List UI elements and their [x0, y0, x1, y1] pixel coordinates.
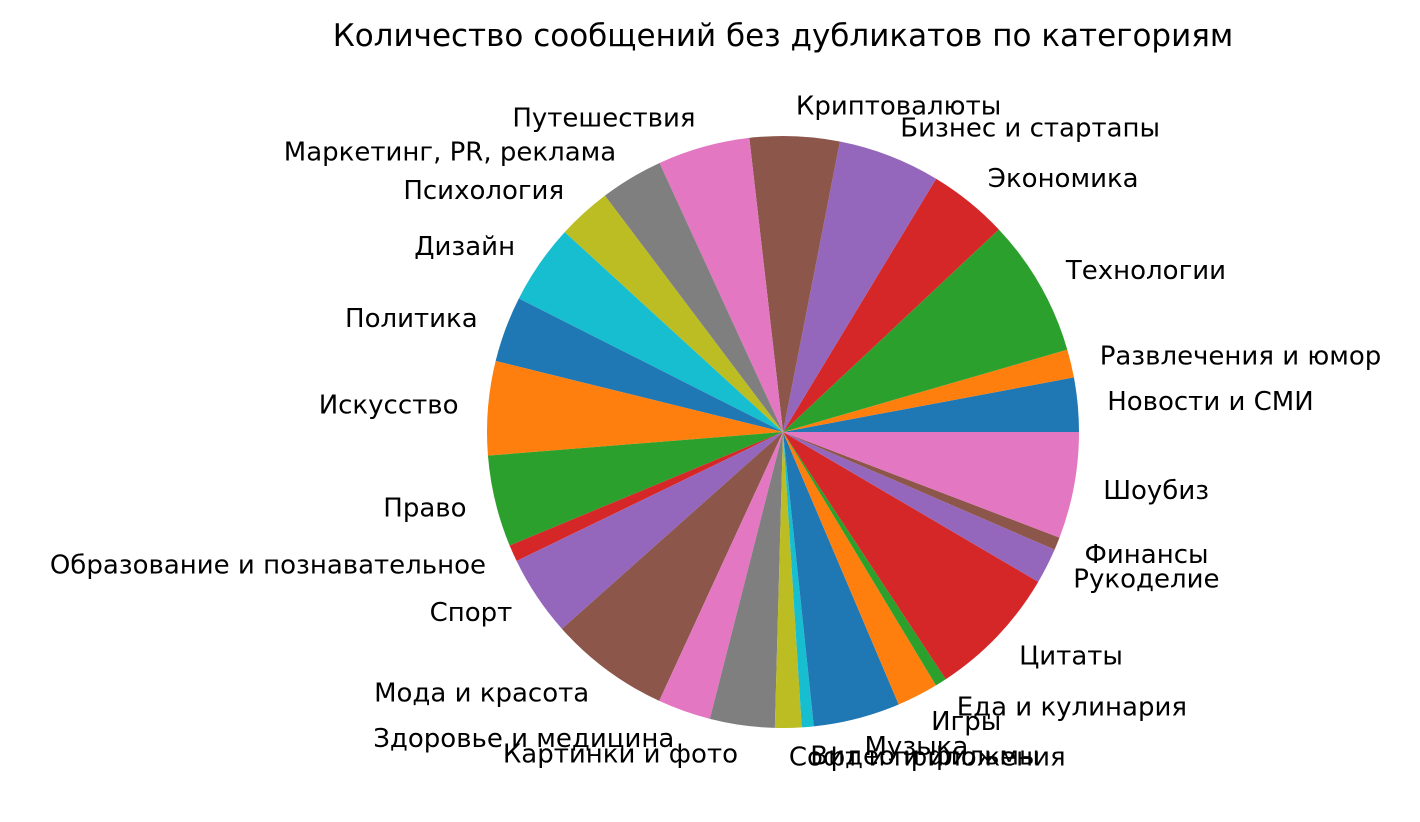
- pie-slice-мода-и-красота: [561, 432, 783, 701]
- pie-slice-видео-и-фильмы: [783, 432, 814, 728]
- pie-slice-новости-и-сми: [783, 377, 1079, 432]
- slice-label-цитаты: Цитаты: [1019, 641, 1123, 671]
- pie-slice-картинки-и-фото: [709, 432, 783, 728]
- pie-slice-музыка: [783, 432, 899, 727]
- pie-slice-спорт: [516, 432, 783, 629]
- slice-label-криптовалюты: Криптовалюты: [796, 92, 1001, 122]
- pie-slice-путешествия: [659, 137, 783, 432]
- pie-slice-маркетинг-pr-реклама: [604, 162, 783, 432]
- slice-label-маркетинг-pr-реклама: Маркетинг, PR, реклама: [284, 137, 616, 167]
- pie-labels: Новости и СМИ Развлечения и юмор Технологи…: [50, 92, 1381, 773]
- pie-slice-шоубиз: [783, 432, 1079, 538]
- slice-label-право: Право: [383, 493, 466, 523]
- pie-slice-игры: [783, 432, 936, 705]
- pie-slice-психология: [564, 195, 783, 432]
- slice-label-бизнес-и-стартапы: Бизнес и стартапы: [900, 113, 1160, 143]
- slice-label-видео-и-фильмы: Видео и фильмы: [810, 742, 1039, 772]
- pie-slice-искусство: [487, 360, 783, 456]
- slice-label-рукоделие: Рукоделие: [1073, 564, 1219, 594]
- pie-slice-политика: [495, 298, 783, 432]
- pie-slice-технологии: [783, 229, 1068, 432]
- slice-label-игры: Игры: [931, 707, 1001, 737]
- slice-label-экономика: Экономика: [988, 164, 1139, 194]
- pie-slice-финансы: [783, 432, 1060, 550]
- slice-label-спорт: Спорт: [430, 598, 513, 628]
- pie-slice-образование-и-познавательное: [509, 432, 783, 562]
- pie-slice-дизайн: [518, 232, 783, 432]
- slice-label-картинки-и-фото: Картинки и фото: [503, 740, 738, 770]
- slice-label-дизайн: Дизайн: [414, 232, 515, 262]
- pie-slices: [487, 136, 1079, 728]
- pie-slice-еда-и-кулинария: [783, 432, 946, 686]
- slice-label-мода-и-красота: Мода и красота: [374, 679, 589, 709]
- slice-label-здоровье-и-медицина: Здоровье и медицина: [373, 724, 674, 754]
- chart-title: Количество сообщений без дубликатов по к…: [333, 18, 1234, 54]
- slice-label-музыка: Музыка: [865, 732, 969, 762]
- slice-label-технологии: Технологии: [1065, 256, 1226, 286]
- pie-slice-рукоделие: [783, 432, 1055, 582]
- pie-slice-криптовалюты: [749, 136, 840, 432]
- pie-slice-софт-и-приложения: [774, 432, 802, 728]
- slice-label-еда-и-кулинария: Еда и кулинария: [957, 692, 1187, 722]
- slice-label-путешествия: Путешествия: [512, 103, 695, 133]
- pie-slice-развлечения-и-юмор: [783, 349, 1074, 432]
- slice-label-финансы: Финансы: [1085, 540, 1209, 570]
- slice-label-развлечения-и-юмор: Развлечения и юмор: [1100, 342, 1382, 372]
- slice-label-новости-и-сми: Новости и СМИ: [1107, 387, 1314, 417]
- slice-label-образование-и-познавательное: Образование и познавательное: [50, 550, 486, 580]
- slice-label-политика: Политика: [345, 304, 478, 334]
- pie-slice-экономика: [783, 178, 999, 432]
- pie-slice-цитаты: [783, 432, 1039, 680]
- slice-label-искусство: Искусство: [319, 391, 459, 421]
- pie-slice-право: [487, 432, 783, 546]
- slice-label-шоубиз: Шоубиз: [1103, 476, 1209, 506]
- slice-label-психология: Психология: [403, 176, 564, 206]
- pie-slice-здоровье-и-медицина: [659, 432, 783, 719]
- slice-label-софт-и-приложения: Софт и приложения: [789, 743, 1066, 773]
- pie-slice-бизнес-и-стартапы: [783, 141, 937, 432]
